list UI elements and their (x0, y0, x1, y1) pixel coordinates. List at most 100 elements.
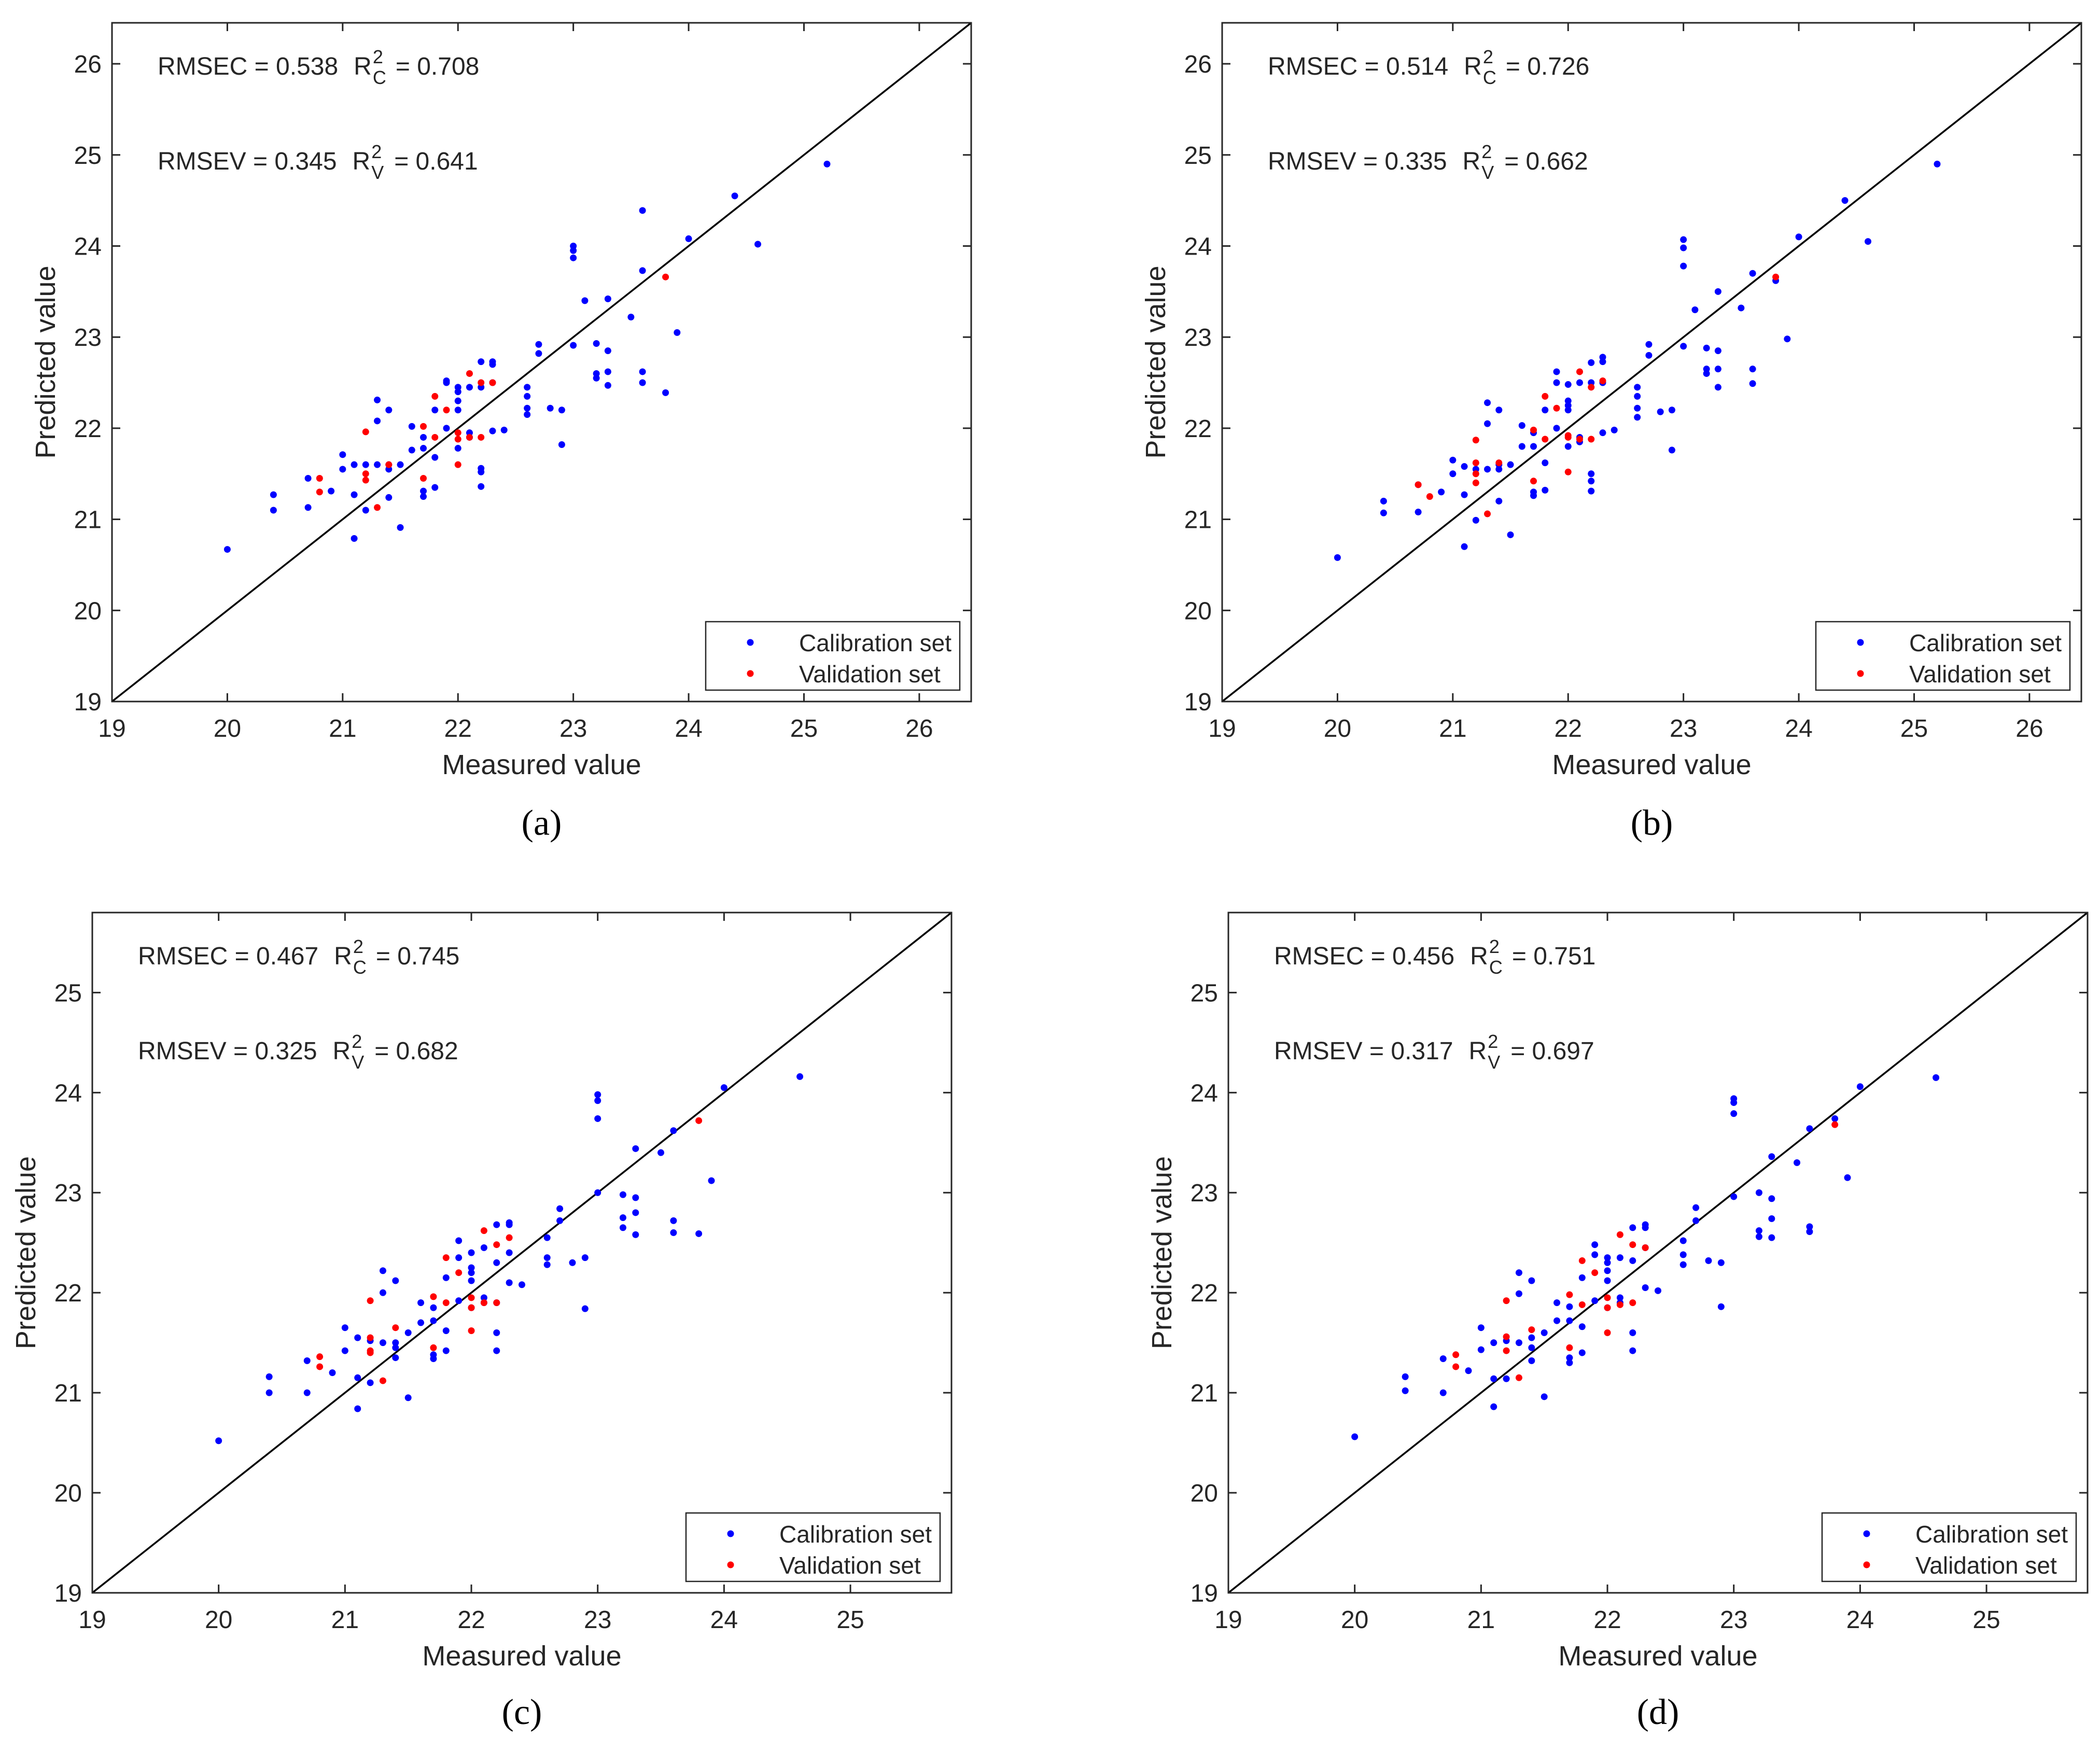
calibration-point (1588, 470, 1595, 478)
validation-stats-rmse: RMSEV = 0.317 (1274, 1038, 1453, 1065)
calibration-point (619, 1224, 626, 1231)
calibration-point (1449, 470, 1457, 478)
y-tick-label: 20 (74, 597, 102, 625)
validation-point (506, 1234, 513, 1241)
calibration-point (1564, 381, 1572, 388)
validation-series (1452, 1121, 1839, 1381)
calibration-point (1642, 1221, 1649, 1228)
calibration-point (524, 411, 531, 418)
y-tick-label: 19 (1191, 1580, 1218, 1607)
calibration-point (1530, 492, 1537, 499)
calibration-point (627, 314, 635, 321)
validation-stats-sup: 2 (371, 141, 382, 162)
calibration-point (480, 1244, 487, 1251)
y-tick-label: 24 (74, 233, 102, 260)
calibration-series (1351, 1074, 1940, 1440)
validation-point (478, 379, 485, 386)
calibration-point (1703, 344, 1710, 352)
x-tick-label: 23 (1720, 1606, 1747, 1634)
legend: Calibration set Validation set (685, 1512, 941, 1582)
calibration-point (1717, 1259, 1725, 1266)
calibration-point (639, 207, 646, 214)
calibration-point (506, 1219, 513, 1226)
panel-label: (c) (502, 1692, 542, 1732)
calibration-point (329, 1369, 336, 1377)
calibration-point (1680, 262, 1687, 270)
legend: Calibration set Validation set (1821, 1512, 2077, 1582)
validation-point (1576, 436, 1583, 443)
calibration-point (1680, 244, 1687, 251)
calibration-point (1691, 306, 1699, 313)
validation-point (1564, 468, 1572, 475)
calibration-point (1714, 347, 1721, 355)
calibration-point (1703, 370, 1710, 377)
calibration-point (443, 377, 450, 385)
calibration-point (420, 493, 427, 500)
calibration-point (695, 1230, 703, 1237)
calibration-stats: RMSEC = 0.467 R 2C = 0.745 (138, 936, 459, 978)
calibration-point (1679, 1261, 1687, 1268)
validation-point (454, 436, 461, 443)
calibration-point (408, 446, 415, 454)
calibration-point (1439, 1355, 1447, 1363)
x-tick-label: 19 (1208, 715, 1236, 742)
validation-stats-sup: 2 (352, 1031, 362, 1052)
calibration-point (385, 494, 393, 501)
y-axis-label: Predicted value (1140, 265, 1171, 458)
calibration-point (1541, 1393, 1548, 1400)
validation-point (443, 407, 450, 414)
axes-box (1221, 22, 2082, 703)
calibration-point (1794, 1159, 1801, 1166)
y-tick-label: 20 (54, 1480, 82, 1507)
validation-point (480, 1299, 487, 1306)
calibration-point (604, 295, 611, 302)
chart-panel-a: 19 20 21 22 23 24 25 261920212223242526Measured… (30, 22, 972, 843)
calibration-point (223, 546, 231, 553)
validation-stats-r: R (1463, 148, 1481, 175)
axes-box (1227, 912, 2089, 1594)
calibration-point (1576, 379, 1583, 386)
calibration-point (547, 404, 554, 412)
axes-box (111, 22, 972, 703)
validation-point (1495, 459, 1503, 467)
validation-point (1528, 1326, 1535, 1334)
calibration-point (354, 1405, 361, 1412)
calibration-point (1461, 463, 1468, 470)
calibration-point (1472, 516, 1479, 524)
calibration-point (1566, 1359, 1573, 1366)
calibration-point (404, 1329, 412, 1336)
validation-point (1566, 1291, 1573, 1298)
calibration-point (1784, 335, 1791, 343)
calibration-point (1629, 1329, 1636, 1336)
legend: Calibration set Validation set (705, 621, 961, 691)
y-tick-label: 23 (74, 324, 102, 352)
calibration-point (657, 1149, 665, 1156)
y-tick-label: 22 (74, 415, 102, 443)
identity-line (1227, 912, 2089, 1594)
calibration-point (1604, 1277, 1611, 1284)
calibration-point (351, 461, 358, 468)
calibration-point (442, 1347, 450, 1354)
calibration-point (1634, 384, 1641, 391)
calibration-point (351, 535, 358, 542)
calibration-point (1616, 1294, 1623, 1301)
calibration-point (1588, 359, 1595, 366)
calibration-point (1717, 1303, 1725, 1310)
calibration-point (1668, 446, 1675, 454)
calibration-point (1507, 461, 1514, 468)
calibration-point (493, 1347, 500, 1354)
calibration-point (594, 1091, 601, 1098)
calibration-point (1380, 497, 1387, 504)
validation-point (316, 1363, 324, 1370)
validation-point (1629, 1299, 1636, 1306)
legend-marker-calibration (1863, 1530, 1870, 1537)
calibration-point (1542, 407, 1549, 414)
calibration-stats-r: R (334, 943, 352, 970)
calibration-point (1642, 1284, 1649, 1292)
validation-point (362, 470, 369, 478)
validation-point (1591, 1269, 1599, 1277)
calibration-point (1495, 407, 1503, 414)
calibration-point (619, 1191, 626, 1198)
validation-point (1772, 273, 1780, 281)
calibration-point (1591, 1251, 1599, 1258)
